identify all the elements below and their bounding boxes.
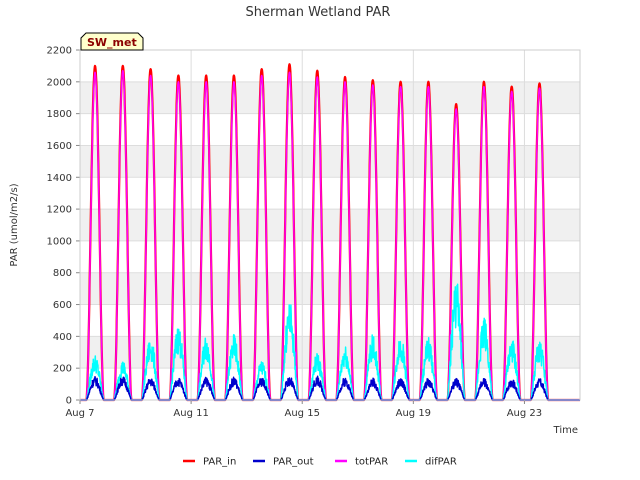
y-tick-label: 1400 (47, 173, 72, 184)
grid-band (80, 272, 580, 305)
x-tick-label: Aug 23 (507, 408, 542, 419)
legend-label: PAR_out (273, 457, 314, 468)
series-line-difpar (80, 283, 580, 401)
badge: SW_met (80, 32, 144, 51)
y-tick-label: 1000 (47, 236, 72, 247)
y-tick-label: 2200 (47, 46, 72, 57)
badge-shape (80, 32, 144, 51)
grid-band (80, 336, 580, 369)
legend-label: totPAR (355, 457, 388, 468)
x-tick-label: Aug 19 (396, 408, 431, 419)
grid-band (80, 145, 580, 178)
plot-frame (79, 49, 581, 401)
y-tick-label: 0 (66, 396, 72, 407)
x-tick-label: Aug 11 (173, 408, 208, 419)
x-tick-label: Aug 15 (285, 408, 320, 419)
axes: 0 200 400 600 800 1000 1200 1400 1600 1800 2000 220… (47, 46, 581, 419)
y-tick-label: 1200 (47, 205, 72, 216)
x-tick-label: Aug 7 (65, 408, 94, 419)
series-line-totpar (80, 69, 580, 401)
chart-title: Sherman Wetland PAR (246, 5, 391, 20)
y-tick-label: 600 (53, 300, 72, 311)
y-tick-label: 200 (53, 364, 72, 375)
y-axis-title: PAR (umol/m2/s) (9, 183, 20, 266)
legend: PAR_in PAR_out totPAR difPAR (183, 457, 457, 468)
y-tick-label: 800 (53, 268, 72, 279)
grid-band (80, 209, 580, 241)
badge-label: SW_met (87, 36, 137, 49)
plot-background (80, 50, 580, 400)
y-tick-label: 1800 (47, 109, 72, 120)
legend-label: difPAR (425, 457, 457, 468)
y-tick-label: 1600 (47, 141, 72, 152)
x-axis-title: Time (553, 425, 578, 436)
series-layer (80, 63, 580, 402)
y-tick-label: 2000 (47, 77, 72, 88)
y-tick-label: 400 (53, 332, 72, 343)
grid-band (80, 81, 580, 114)
legend-label: PAR_in (203, 457, 236, 468)
series-line-par-out (80, 375, 580, 401)
